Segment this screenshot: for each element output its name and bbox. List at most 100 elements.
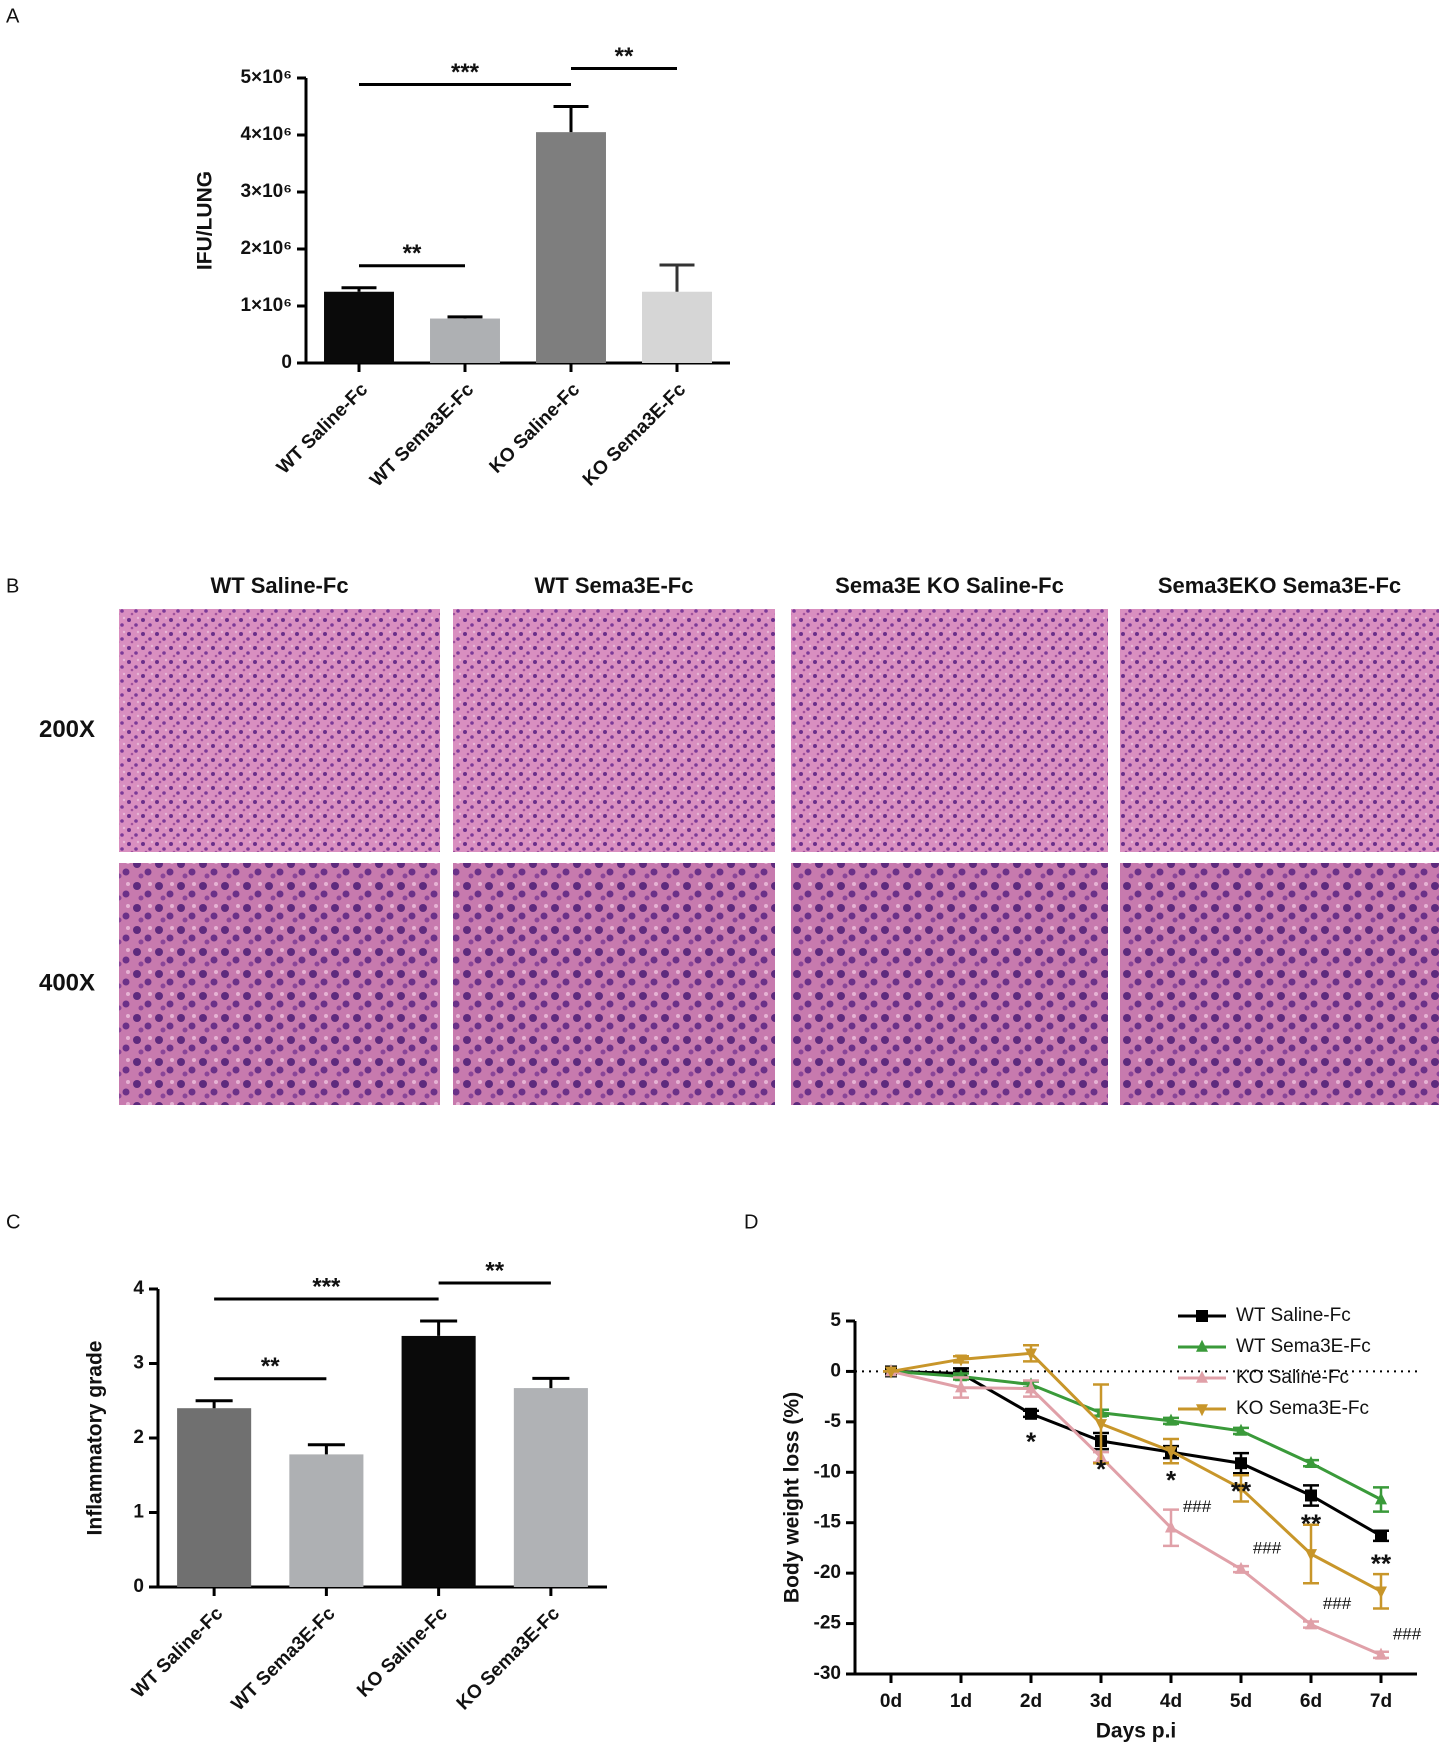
legend-label: WT Sema3E-Fc — [1236, 1336, 1371, 1357]
y-axis-label: Body weight loss (%) — [781, 1392, 804, 1603]
histology-image — [1120, 863, 1439, 1105]
point — [1235, 1483, 1247, 1496]
point — [1235, 1561, 1247, 1574]
significance-label: ** — [1231, 1476, 1252, 1506]
significance-label: * — [1026, 1427, 1037, 1457]
error-bar — [553, 105, 589, 133]
y-tick-label: 0 — [281, 352, 292, 373]
point — [1095, 1419, 1107, 1432]
bar — [324, 291, 394, 363]
x-tick-label: WT Saline-Fc — [128, 1603, 228, 1703]
x-tick-label: WT Saline-Fc — [273, 379, 373, 479]
y-tick-label: 4×10⁶ — [240, 124, 292, 145]
point — [1305, 1489, 1317, 1502]
series-line — [890, 1369, 1382, 1538]
point — [1165, 1413, 1177, 1426]
histology-image — [119, 609, 440, 852]
legend-marker — [1196, 1310, 1208, 1322]
column-title: Sema3E KO Saline-Fc — [835, 573, 1064, 598]
y-tick-label: 1×10⁶ — [240, 295, 292, 316]
significance-label: ### — [1323, 1594, 1352, 1613]
column-title: WT Saline-Fc — [210, 573, 348, 598]
point — [1165, 1446, 1177, 1459]
y-tick-label: 3 — [133, 1353, 144, 1374]
significance-label: ** — [1301, 1508, 1322, 1538]
y-axis-label: IFU/LUNG — [194, 171, 217, 270]
y-tick-label: 1 — [133, 1502, 144, 1523]
y-tick-label: 5 — [830, 1310, 841, 1331]
error-bar — [659, 263, 695, 292]
point — [1165, 1520, 1177, 1533]
legend-marker — [1196, 1339, 1208, 1352]
legend-marker — [1196, 1370, 1208, 1383]
y-tick-label: 0 — [830, 1360, 841, 1381]
significance-label: ** — [1371, 1549, 1392, 1579]
point — [1375, 1492, 1387, 1505]
column-title: WT Sema3E-Fc — [535, 573, 694, 598]
column-title: Sema3EKO Sema3E-Fc — [1158, 573, 1401, 598]
y-tick-label: 0 — [133, 1576, 144, 1597]
significance-label: *** — [312, 1273, 341, 1300]
x-tick-label: 6d — [1300, 1691, 1322, 1712]
series-line — [890, 1369, 1382, 1501]
y-tick-label: -5 — [824, 1411, 841, 1432]
y-tick-label: -30 — [814, 1663, 841, 1684]
series-line — [890, 1351, 1382, 1593]
row-label: 200X — [39, 716, 95, 743]
error-bar — [307, 1443, 345, 1455]
point — [1025, 1407, 1037, 1420]
histology-image — [119, 863, 440, 1105]
point — [1375, 1647, 1387, 1660]
significance-label: ### — [1393, 1624, 1422, 1643]
point — [1375, 1529, 1387, 1542]
y-tick-label: 4 — [133, 1278, 144, 1299]
y-axis-label: Inflammatory grade — [84, 1341, 107, 1536]
significance-label: ### — [1253, 1539, 1282, 1558]
panel-label: B — [6, 575, 19, 597]
point — [1025, 1381, 1037, 1394]
x-tick-label: 5d — [1230, 1691, 1252, 1712]
significance-label: * — [1166, 1465, 1177, 1495]
y-tick-label: 3×10⁶ — [240, 181, 292, 202]
histology-image — [453, 863, 775, 1105]
bar — [513, 1388, 588, 1587]
significance-label: ** — [261, 1353, 280, 1380]
x-tick-label: KO Sema3E-Fc — [579, 379, 690, 490]
legend-marker — [1196, 1404, 1208, 1417]
y-tick-label: -20 — [814, 1562, 841, 1583]
bar — [289, 1454, 364, 1587]
y-tick-label: 5×10⁶ — [240, 67, 292, 88]
significance-label: ** — [403, 240, 422, 267]
point — [885, 1366, 897, 1379]
y-tick-label: -25 — [814, 1613, 842, 1634]
x-tick-label: 1d — [950, 1691, 972, 1712]
point — [1375, 1586, 1387, 1599]
histology-image — [791, 863, 1108, 1105]
x-tick-label: 4d — [1160, 1691, 1182, 1712]
legend-label: WT Saline-Fc — [1236, 1305, 1351, 1326]
x-tick-label: KO Saline-Fc — [486, 379, 585, 478]
significance-label: *** — [451, 59, 480, 86]
point — [955, 1380, 967, 1393]
x-tick-label: KO Saline-Fc — [353, 1603, 452, 1702]
histology-image — [791, 609, 1108, 852]
error-bar — [420, 1319, 458, 1336]
bar — [401, 1335, 476, 1587]
significance-label: ** — [615, 43, 634, 70]
x-tick-label: 7d — [1370, 1691, 1392, 1712]
histology-image — [1120, 609, 1439, 852]
significance-label: * — [1096, 1454, 1107, 1484]
histology-image — [453, 609, 775, 852]
x-tick-label: 2d — [1020, 1691, 1042, 1712]
error-bar — [447, 315, 483, 319]
error-bar — [532, 1376, 570, 1389]
panel-label: A — [6, 5, 20, 27]
error-bar — [195, 1399, 233, 1409]
point — [1305, 1456, 1317, 1469]
panel-label: D — [744, 1211, 758, 1233]
point — [1305, 1617, 1317, 1630]
x-tick-label: 0d — [880, 1691, 902, 1712]
legend-label: KO Saline-Fc — [1236, 1367, 1349, 1388]
bar — [642, 291, 712, 363]
